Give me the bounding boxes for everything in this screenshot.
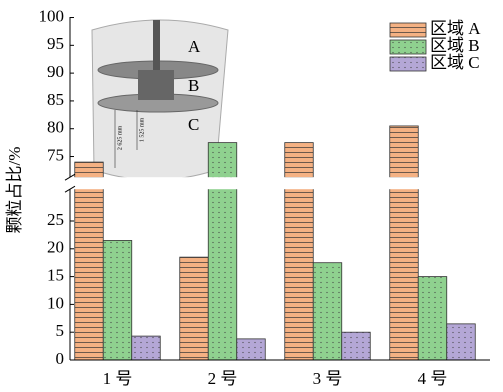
inset-label: 2 625 mm: [117, 126, 123, 151]
y-axis-label: 颗粒占比/%: [5, 147, 24, 234]
legend-swatch: [390, 57, 426, 71]
legend-swatch: [390, 23, 426, 37]
y-tick-label: 95: [47, 34, 64, 53]
y-tick-label: 100: [39, 6, 65, 25]
inset-label: C: [188, 115, 199, 134]
x-tick-label: 1 号: [103, 369, 133, 388]
chart: A B C 2 625 mm 1 525 mm 颗粒占比/% 1 号 2 号 3 号…: [0, 0, 503, 392]
inset-label: 1 525 mm: [139, 118, 145, 143]
x-tick-label: 3 号: [313, 369, 343, 388]
bar: [342, 332, 371, 360]
x-tick-label: 2 号: [208, 369, 238, 388]
y-tick-label: 5: [56, 321, 65, 340]
y-tick-label: 15: [47, 266, 64, 285]
y-tick-label: 0: [56, 349, 65, 368]
bar: [208, 143, 237, 360]
bar: [237, 339, 266, 360]
inset: [92, 20, 228, 180]
legend-label: 区域 C: [430, 53, 480, 72]
y-tick-label: 90: [47, 62, 64, 81]
legend-swatch: [390, 40, 426, 54]
y-tick-label: 80: [47, 118, 64, 137]
bar: [285, 143, 314, 360]
inset-label: B: [188, 76, 199, 95]
bar: [447, 324, 476, 360]
bar: [103, 240, 132, 360]
bar: [390, 126, 419, 360]
y-tick-label: 10: [47, 293, 64, 312]
bar: [180, 257, 209, 360]
bar: [313, 263, 342, 360]
bar: [418, 277, 447, 360]
inset-label: A: [188, 37, 201, 56]
bar: [132, 336, 161, 360]
x-tick-label: 4 号: [418, 369, 448, 388]
bar: [75, 162, 104, 360]
y-tick-label: 85: [47, 90, 64, 109]
y-tick-label: 25: [47, 210, 64, 229]
y-tick-label: 20: [47, 238, 64, 257]
y-tick-label: 75: [47, 145, 64, 164]
axis-break: [62, 177, 492, 189]
